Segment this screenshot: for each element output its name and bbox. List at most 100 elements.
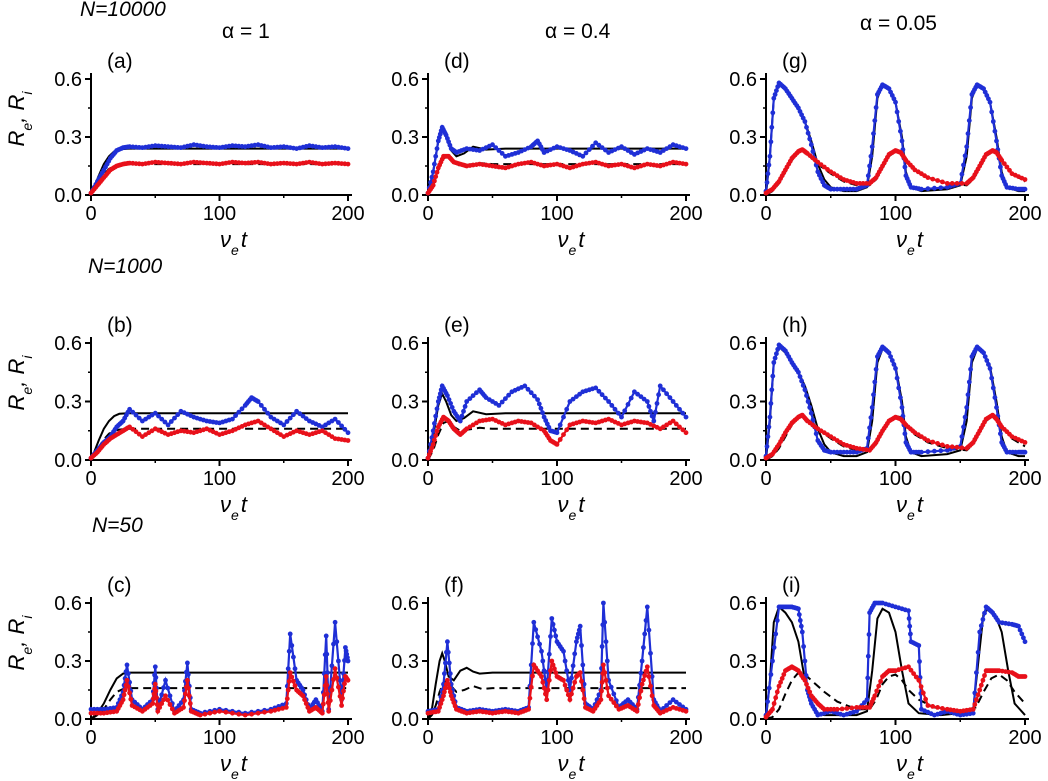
series-sim-re	[88, 395, 351, 461]
data-point	[834, 186, 840, 192]
data-point	[325, 670, 330, 675]
series-sim-re	[763, 342, 1028, 459]
data-point	[446, 660, 452, 666]
data-point	[541, 668, 547, 674]
data-point	[932, 185, 937, 191]
data-point	[807, 405, 813, 410]
data-point	[998, 431, 1003, 437]
data-point	[844, 706, 850, 711]
data-point	[839, 706, 845, 712]
data-point	[122, 687, 128, 693]
data-point	[580, 687, 586, 693]
data-point	[987, 99, 993, 105]
data-point	[603, 639, 609, 645]
data-point	[161, 685, 167, 690]
data-point	[572, 651, 578, 657]
data-point	[764, 180, 770, 185]
data-point	[869, 405, 875, 410]
data-point	[130, 409, 136, 415]
data-point	[533, 627, 539, 632]
data-point	[540, 658, 546, 664]
data-point	[802, 677, 808, 683]
data-point	[530, 673, 535, 679]
y-tick-label: 0.6	[729, 69, 757, 91]
data-point	[872, 379, 878, 385]
data-point	[499, 151, 505, 156]
data-point	[648, 683, 653, 689]
data-point	[336, 684, 341, 690]
data-point	[944, 444, 950, 449]
data-point	[268, 708, 274, 714]
data-point	[987, 366, 993, 371]
data-point	[677, 406, 682, 412]
data-point	[970, 706, 976, 712]
data-point	[439, 697, 445, 703]
data-point	[637, 695, 642, 701]
x-tick-label: 0	[422, 468, 433, 490]
data-point	[185, 685, 191, 691]
y-axis-title: Re, Ri	[4, 355, 35, 411]
data-point	[539, 674, 544, 679]
data-point	[436, 395, 442, 400]
data-point	[583, 150, 589, 156]
data-point	[285, 666, 291, 672]
data-point	[908, 631, 913, 637]
col-label-alpha-005: α = 0.05	[860, 12, 937, 35]
data-point	[865, 653, 871, 659]
series-sim-re	[763, 80, 1028, 194]
data-point	[185, 672, 191, 677]
data-point	[677, 702, 682, 707]
data-point	[548, 634, 553, 639]
data-point	[342, 658, 347, 663]
data-point	[574, 635, 580, 641]
data-point	[932, 448, 937, 454]
data-point	[124, 662, 130, 668]
data-point	[854, 705, 859, 710]
data-point	[564, 427, 570, 433]
data-point	[442, 671, 447, 676]
data-point	[781, 672, 787, 677]
data-point	[535, 634, 540, 640]
data-point	[1007, 167, 1012, 173]
data-point	[136, 415, 142, 421]
data-point	[433, 174, 439, 180]
data-point	[526, 706, 531, 712]
data-point	[433, 433, 439, 438]
data-point	[125, 684, 131, 689]
series-theory-re	[427, 650, 686, 720]
x-tick-label: 200	[1008, 727, 1041, 749]
data-point	[899, 405, 905, 410]
data-point	[906, 616, 912, 621]
y-tick-label: 0.0	[729, 450, 757, 472]
data-point	[159, 701, 165, 706]
data-point	[648, 408, 653, 414]
y-tick-label: 0.3	[54, 651, 82, 673]
series-sim-re	[425, 600, 689, 714]
data-point	[339, 423, 344, 429]
data-point	[525, 386, 531, 392]
data-point	[982, 610, 987, 616]
data-point	[612, 406, 618, 412]
data-point	[430, 182, 436, 188]
data-point	[154, 695, 159, 701]
data-point	[292, 683, 298, 688]
data-point	[152, 664, 158, 670]
y-tick-label: 0.0	[391, 450, 419, 472]
data-point	[779, 676, 785, 681]
data-point	[919, 449, 924, 455]
data-point	[283, 705, 289, 710]
data-point	[172, 415, 177, 421]
data-point	[911, 671, 916, 676]
data-point	[305, 705, 311, 710]
data-point	[292, 666, 298, 672]
panel-a: 0.0 0.3 0.6 0 100 200 (a) Re, Ri νet	[4, 50, 365, 258]
data-point	[167, 693, 173, 699]
data-point	[443, 685, 448, 691]
data-point	[435, 708, 441, 714]
data-point	[644, 604, 650, 610]
series-sim-ri	[763, 412, 1028, 461]
data-point	[593, 385, 599, 391]
data-point	[345, 658, 351, 664]
data-point	[169, 706, 175, 712]
data-point	[925, 703, 931, 708]
